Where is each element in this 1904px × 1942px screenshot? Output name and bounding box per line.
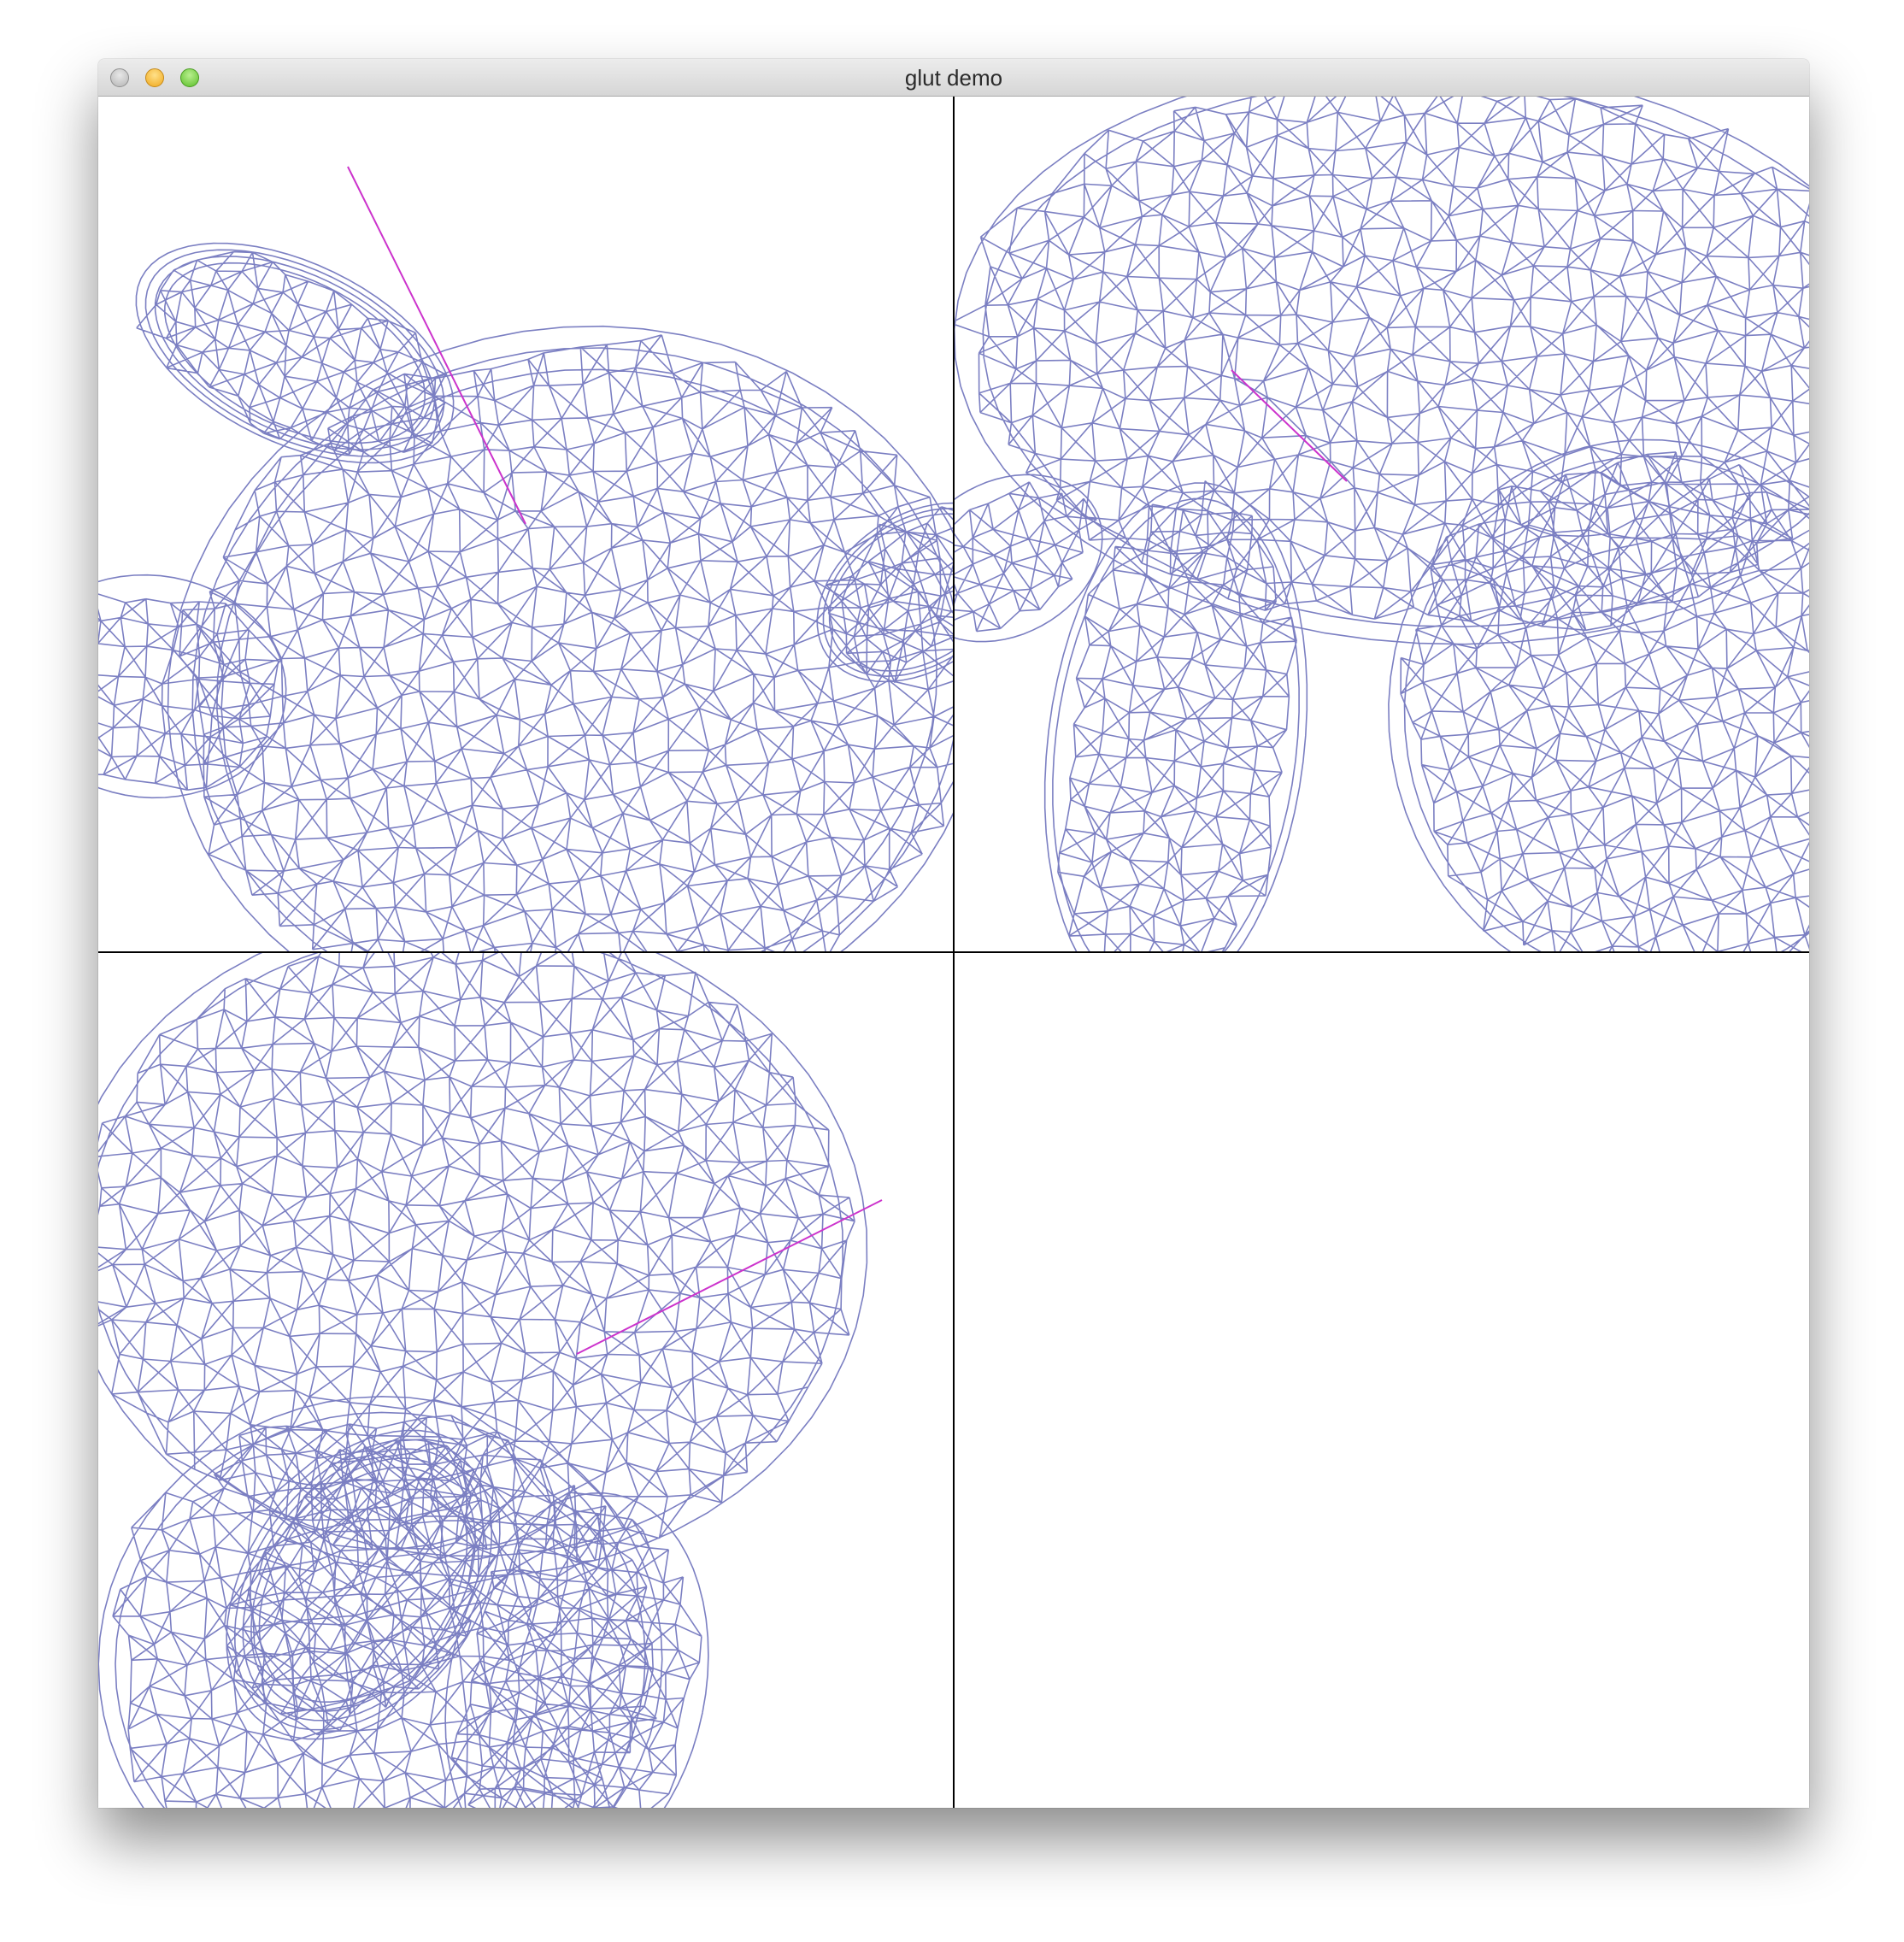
app-window: glut demo — [98, 59, 1809, 1808]
mesh-throat — [444, 1492, 709, 1808]
mesh-connector — [954, 474, 1103, 643]
close-button[interactable] — [110, 68, 129, 87]
mesh-ear — [135, 242, 455, 464]
mesh-rear-leg — [1388, 438, 1809, 952]
mesh-ear-lower — [226, 1429, 501, 1740]
mesh-snout — [816, 502, 954, 684]
mesh-neck — [98, 574, 287, 799]
viewport-top-right[interactable] — [954, 97, 1809, 952]
gl-canvas[interactable] — [98, 97, 1809, 1808]
axis-line — [1231, 369, 1348, 482]
viewport-bottom-left[interactable] — [98, 952, 954, 1808]
mesh-head — [167, 325, 954, 952]
viewport-top-left[interactable] — [98, 97, 954, 952]
mesh-head-lower — [98, 952, 868, 1577]
wireframe-mesh-bottom-left — [98, 952, 883, 1808]
mesh-front-leg — [1043, 480, 1308, 952]
mesh-neck-lower — [98, 1395, 663, 1808]
axis-line — [576, 1199, 883, 1355]
title-bar[interactable]: glut demo — [98, 59, 1809, 97]
wireframe-mesh-top-right — [954, 97, 1809, 952]
zoom-button[interactable] — [180, 68, 199, 87]
minimize-button[interactable] — [145, 68, 164, 87]
viewport-bottom-right[interactable] — [954, 952, 1809, 1808]
viewport-divider-horizontal — [98, 951, 1809, 953]
window-title: glut demo — [904, 65, 1003, 91]
wireframe-mesh-top-left — [98, 166, 954, 952]
axis-line — [347, 166, 526, 525]
mesh-body — [954, 97, 1809, 645]
